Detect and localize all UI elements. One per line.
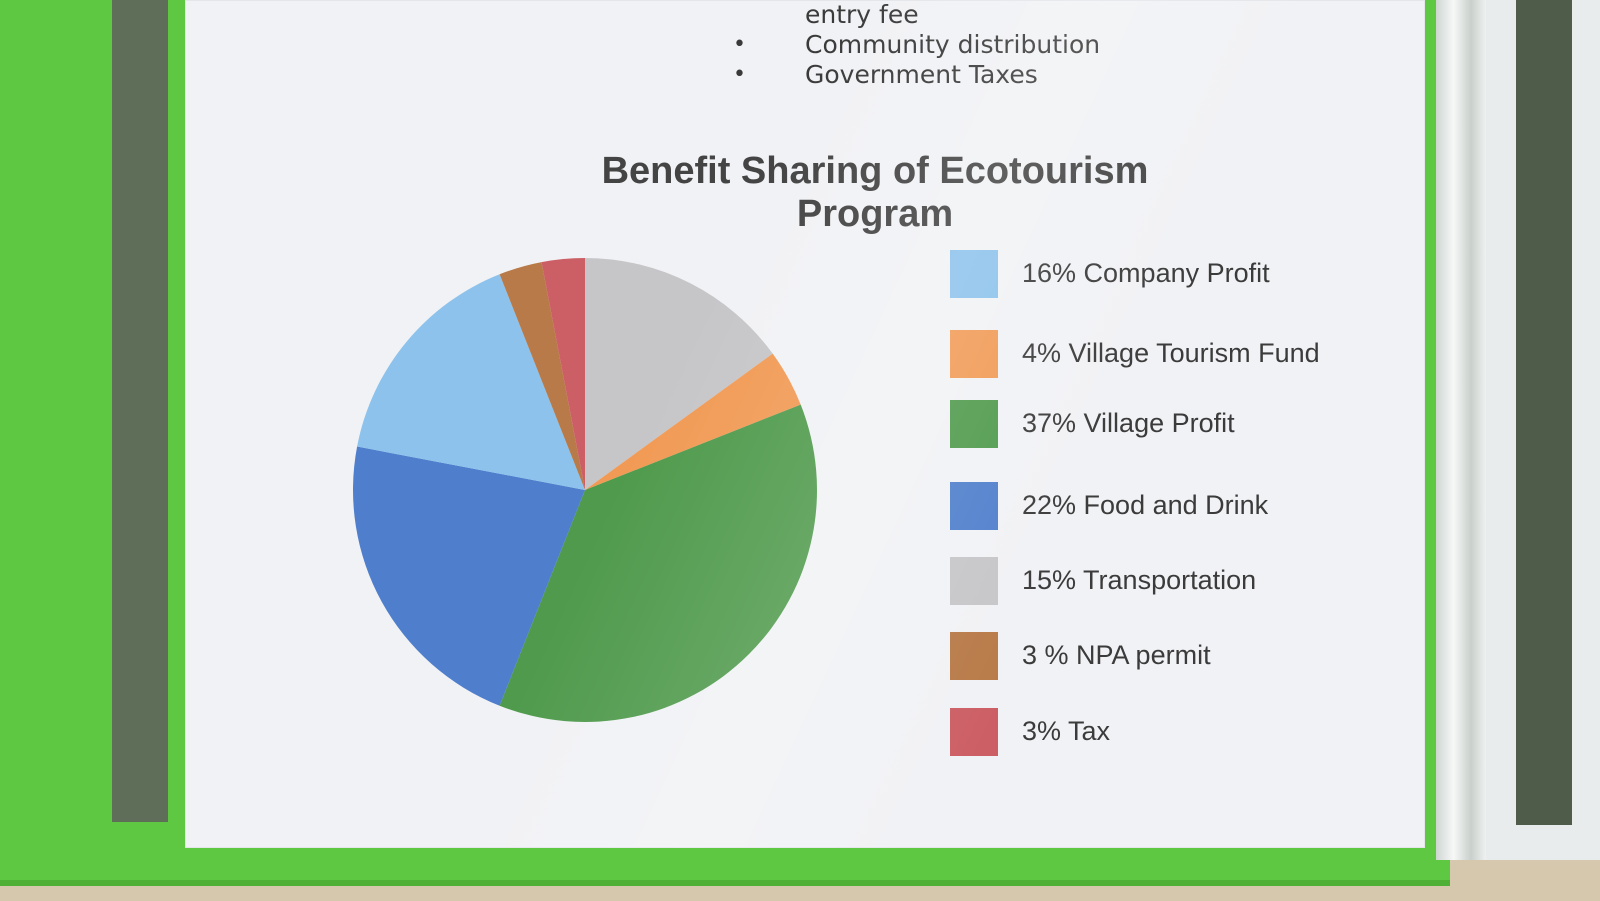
legend-swatch xyxy=(950,482,998,530)
list-item: • Government Taxes xyxy=(733,60,1100,90)
legend-swatch xyxy=(950,250,998,298)
right-binder-strip xyxy=(1516,0,1572,825)
legend-label: 22% Food and Drink xyxy=(1022,490,1269,520)
bullet-list: entry fee • Community distribution • Gov… xyxy=(733,0,1101,90)
list-bullet: • xyxy=(733,62,746,87)
list-item: entry fee xyxy=(805,0,1100,30)
pie-slice xyxy=(353,446,585,706)
pie-slice xyxy=(585,353,801,490)
legend-swatch xyxy=(950,400,998,448)
pie-slice xyxy=(357,274,585,490)
legend-swatch xyxy=(950,330,998,378)
list-item-text: Community distribution xyxy=(805,30,1101,59)
list-bullet: • xyxy=(733,32,746,57)
legend-swatch xyxy=(950,632,998,680)
list-item-text: entry fee xyxy=(805,0,919,29)
pie-slice xyxy=(499,262,585,490)
pie-slice xyxy=(499,404,817,722)
list-item: • Community distribution xyxy=(733,30,1101,60)
legend-label: 16% Company Profit xyxy=(1022,258,1270,288)
legend-label: 37% Village Profit xyxy=(1022,408,1235,438)
plastic-sleeve-fold xyxy=(1436,0,1486,860)
legend-swatch xyxy=(950,708,998,756)
legend-label: 3% Tax xyxy=(1022,716,1111,746)
legend-label: 3 % NPA permit xyxy=(1022,640,1211,670)
legend-label: 15% Transportation xyxy=(1022,565,1257,595)
legend-swatch xyxy=(950,557,998,605)
legend-label: 4% Village Tourism Fund xyxy=(1022,338,1320,368)
pie-slice xyxy=(541,258,585,490)
pie-chart-svg xyxy=(353,258,817,722)
chart-title: Benefit Sharing of Ecotourism Program xyxy=(601,150,1149,235)
list-item-text: Government Taxes xyxy=(805,60,1038,89)
pie-chart xyxy=(345,250,825,730)
pie-slice xyxy=(585,258,773,490)
printed-page: entry fee • Community distribution • Gov… xyxy=(185,0,1425,848)
left-binder-strip xyxy=(112,0,168,822)
